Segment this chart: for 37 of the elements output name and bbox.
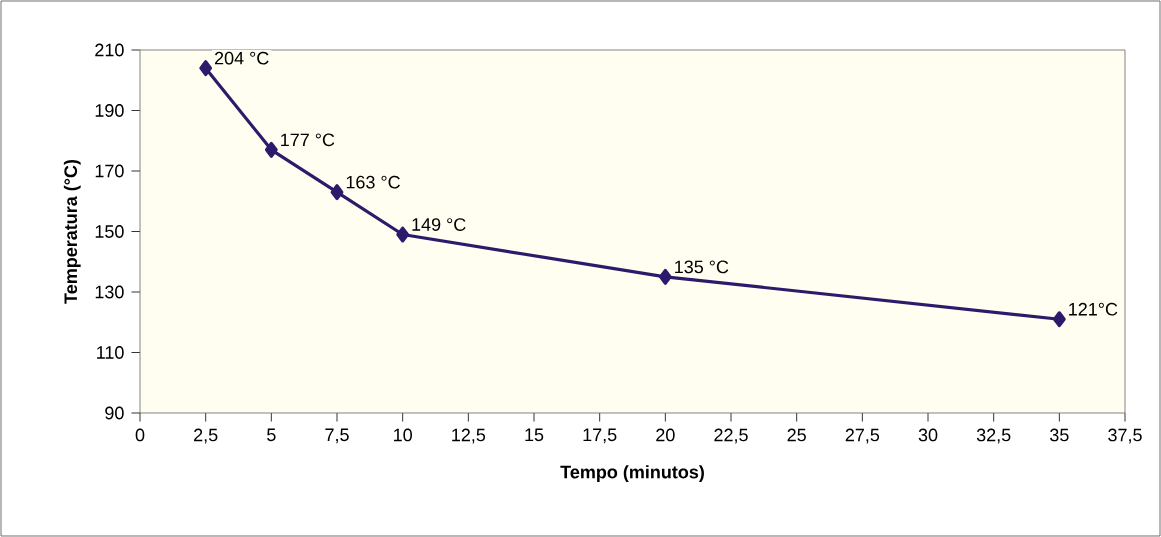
x-tick-label: 22,5 [714, 428, 748, 444]
point [264, 141, 278, 158]
y-tick-label: 170 [95, 164, 124, 178]
y-tick-label: 190 [95, 104, 124, 117]
x-tick-label: 10 [394, 428, 412, 442]
y-tick-label: 150 [95, 225, 124, 238]
x-tick-label: 5 [267, 428, 276, 442]
x-tick-label: 7,5 [325, 428, 349, 444]
data-label: 177 °C [281, 133, 335, 147]
x-tick-label: 17,5 [583, 428, 617, 444]
y-tick-label: 90 [105, 406, 124, 420]
point [199, 60, 213, 77]
x-tick-label: 0 [135, 428, 145, 442]
data-label: 135 °C [675, 260, 729, 274]
data-label: 204 °C [214, 51, 269, 65]
x-tick-label: 35 [1050, 428, 1069, 442]
y-tick-label: 210 [95, 43, 124, 57]
x-tick-label: 32,5 [976, 428, 1011, 444]
x-tick-label: 15 [525, 428, 544, 442]
point [658, 268, 672, 285]
x-tick-label: 20 [656, 428, 675, 442]
x-tick-label: 27,5 [845, 428, 880, 444]
data-label: 163 °C [346, 175, 400, 189]
y-tick-label: 130 [95, 285, 124, 299]
x-tick-label: 25 [787, 428, 806, 442]
point [330, 184, 344, 201]
point [396, 226, 410, 243]
y-tick-label: 110 [97, 346, 124, 359]
data-label: 121°C [1069, 302, 1118, 316]
y-axis-title: Temperatura (°C) [63, 159, 81, 304]
x-tick-label: 37,5 [1108, 428, 1142, 444]
x-axis-title: Tempo (minutos) [560, 465, 704, 482]
x-tick-label: 30 [918, 428, 938, 442]
x-tick-label: 12,5 [452, 428, 486, 444]
x-tick-label: 2,5 [194, 428, 218, 444]
point [1052, 311, 1066, 328]
data-label: 149 °C [412, 218, 466, 231]
